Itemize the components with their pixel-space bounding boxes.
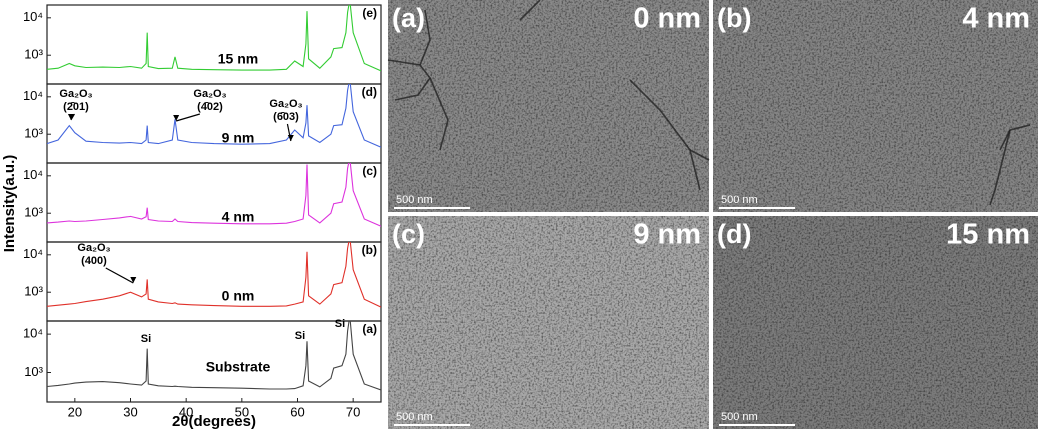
x-tick-label: 20	[68, 404, 82, 419]
sem-texture	[713, 0, 1038, 212]
arrow-head	[287, 135, 294, 141]
x-tick-label: 30	[123, 404, 137, 419]
x-axis-label: 2θ(degrees)	[172, 413, 256, 429]
sem-thickness: 4 nm	[962, 3, 1030, 35]
scale-bar-label: 500 nm	[396, 194, 433, 206]
sem-panel-label: (b)	[717, 3, 751, 33]
xrd-line	[47, 84, 381, 148]
annotation: Si	[141, 333, 151, 345]
crack	[629, 79, 701, 191]
sem-thickness: 0 nm	[633, 3, 701, 35]
x-tick-label: 40	[179, 404, 193, 419]
x-tick-label: 70	[346, 404, 360, 419]
panel-frame	[46, 320, 382, 403]
panel-label: (d)	[362, 85, 377, 99]
arrow-head	[173, 115, 180, 121]
annotation: Si	[335, 318, 345, 330]
annotation: Ga₂O₃	[193, 88, 226, 100]
crack	[689, 149, 710, 161]
annotation: (4̄02)	[197, 101, 223, 113]
y-tick-label: 10³	[24, 126, 43, 141]
panel-label: (b)	[362, 243, 377, 257]
sample-label: Substrate	[206, 359, 271, 375]
y-tick-label: 10⁴	[23, 246, 43, 261]
annotation-arrow	[175, 113, 201, 122]
crack	[429, 77, 449, 151]
x-tick-label: 50	[235, 404, 249, 419]
annotation: (6̄03)	[273, 111, 299, 123]
annotation-arrow	[70, 113, 75, 121]
sem-panel-label: (c)	[392, 219, 425, 249]
annotation: Si	[295, 330, 305, 342]
sem-thickness: 15 nm	[946, 219, 1030, 251]
annotation: Ga₂O₃	[269, 98, 302, 110]
panel-frame	[46, 162, 382, 243]
panel-label: (e)	[362, 6, 377, 20]
annotation-arrow	[105, 267, 134, 284]
sem-texture	[388, 216, 709, 429]
arrow-head	[130, 277, 137, 283]
panel-frame	[46, 4, 382, 85]
sample-label: 15 nm	[218, 51, 258, 67]
scale-bar-label: 500 nm	[396, 411, 433, 423]
y-tick-label: 10⁴	[23, 326, 43, 341]
y-tick-label: 10³	[24, 364, 43, 379]
annotation: (400)	[81, 255, 107, 267]
xrd-line	[47, 321, 381, 391]
y-tick-label: 10³	[24, 284, 43, 299]
y-tick-label: 10³	[24, 47, 43, 62]
sem-thickness: 9 nm	[633, 219, 701, 251]
scale-bar-label: 500 nm	[721, 411, 758, 423]
xrd-line	[47, 163, 381, 227]
sample-label: 9 nm	[222, 130, 255, 146]
annotation: Ga₂O₃	[59, 88, 92, 100]
y-tick-label: 10⁴	[23, 167, 43, 182]
crack	[989, 129, 1011, 206]
scale-bar-label: 500 nm	[721, 194, 758, 206]
xrd-line	[47, 5, 381, 72]
y-tick-label: 10³	[24, 205, 43, 220]
annotation: Ga₂O₃	[77, 242, 110, 254]
panel-label: (c)	[362, 164, 377, 178]
panel-label: (a)	[362, 322, 377, 336]
sem-texture	[713, 216, 1038, 429]
sample-label: 4 nm	[222, 209, 255, 225]
annotation: (2̄01)	[63, 101, 89, 113]
arrow-head	[67, 114, 74, 120]
sample-label: 0 nm	[222, 288, 255, 304]
x-tick-label: 60	[290, 404, 304, 419]
sem-panel-label: (d)	[717, 219, 751, 249]
sem-panel-label: (a)	[392, 3, 425, 33]
y-tick-label: 10⁴	[23, 88, 43, 103]
xrd-line	[47, 242, 381, 308]
y-axis-label: Intensity(a.u.)	[1, 155, 18, 253]
crack	[419, 9, 431, 66]
crack	[519, 0, 541, 21]
y-tick-label: 10⁴	[23, 9, 43, 24]
